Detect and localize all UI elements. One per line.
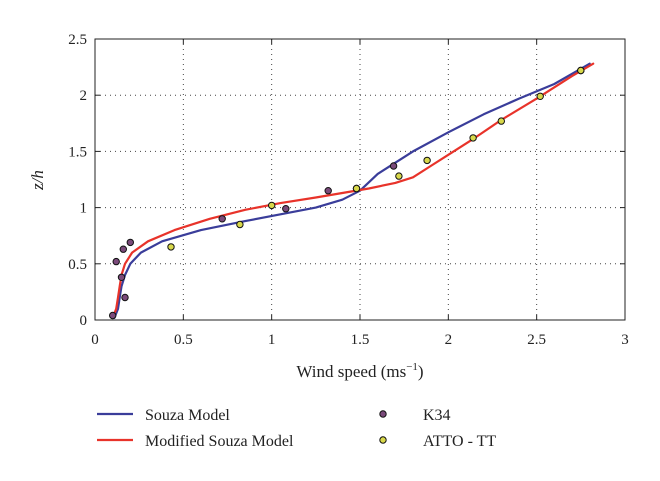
y-tick-label: 2 [80,88,88,104]
legend-label-atto-tt: ATTO - TT [423,433,496,450]
data-point-atto-tt [395,172,403,180]
data-point-atto-tt [352,184,361,193]
data-point-atto-tt [236,220,244,229]
x-tick-label: 2.5 [527,332,546,348]
legend-label-modified-souza-model: Modified Souza Model [145,433,294,450]
data-point-k34 [126,238,135,247]
data-point-k34 [112,257,120,266]
data-point-atto-tt [497,117,505,125]
legend-label-souza-model: Souza Model [145,407,230,424]
y-tick-label: 0 [80,313,88,329]
data-point-atto-tt [268,201,276,210]
y-axis-title: z/h [28,170,47,191]
legend-label-k34: K34 [423,407,451,424]
data-point-atto-tt [577,66,585,75]
grid [95,39,625,320]
series-points [109,66,585,320]
data-point-k34 [218,215,226,223]
x-tick-label: 0.5 [174,332,193,348]
legend-marker-atto-tt [379,436,387,444]
x-tick-label: 1.5 [351,332,370,348]
y-tick-label: 1.5 [68,144,87,160]
x-tick-label: 0 [91,332,99,348]
data-point-atto-tt [167,243,175,251]
y-tick-label: 0.5 [68,257,87,273]
data-point-k34 [119,245,128,253]
data-point-k34 [324,187,332,195]
data-point-k34 [282,205,290,213]
data-point-k34 [389,162,398,170]
series-lines [111,62,595,319]
legend-marker-k34 [379,410,387,418]
y-axis-ticks: 0 0.5 1 1.5 2 2.5 [68,32,625,329]
y-tick-label: 1 [80,201,88,217]
data-point-k34 [109,311,117,320]
data-point-atto-tt [536,92,544,101]
x-tick-label: 2 [445,332,453,348]
x-tick-label: 1 [268,332,276,348]
series-line-souza-model [113,62,591,319]
data-point-atto-tt [469,134,477,142]
data-point-atto-tt [423,156,431,165]
series-line-modified-souza-model [111,62,595,319]
legend: Souza Model Modified Souza Model K34 ATT… [97,407,496,450]
x-axis-title: Wind speed (ms−1) [296,361,423,381]
x-axis-ticks: 0 0.5 1 1.5 2 2.5 3 [91,39,629,348]
y-tick-label: 2.5 [68,32,87,48]
data-point-k34 [121,293,129,302]
x-tick-label: 3 [621,332,629,348]
data-point-k34 [117,273,126,281]
